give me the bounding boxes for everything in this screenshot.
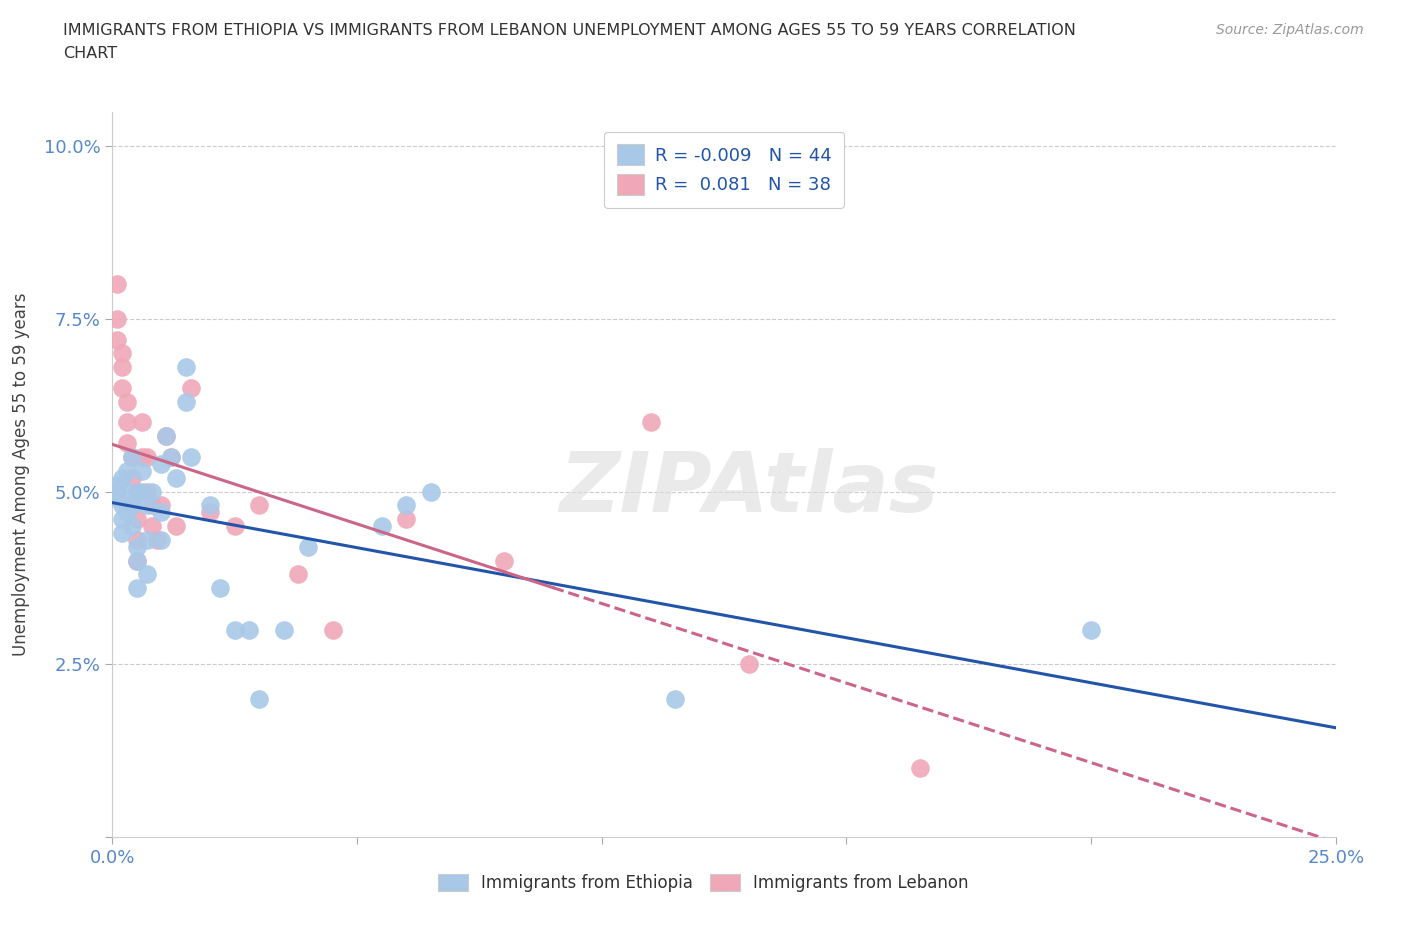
Point [121, 498, 143, 512]
Point [105, 312, 128, 326]
Point [273, 622, 295, 637]
Point [125, 539, 148, 554]
Text: Source: ZipAtlas.com: Source: ZipAtlas.com [1216, 23, 1364, 37]
Point [121, 498, 143, 512]
Point [174, 360, 197, 375]
Point [131, 449, 153, 464]
Text: CHART: CHART [63, 46, 117, 61]
Point [419, 485, 441, 499]
Point [155, 429, 177, 444]
Point [395, 512, 418, 526]
Point [131, 485, 153, 499]
Point [111, 346, 134, 361]
Point [125, 581, 148, 596]
Point [238, 622, 260, 637]
Point [115, 463, 138, 478]
Point [125, 485, 148, 499]
Point [121, 519, 143, 534]
Point [640, 415, 662, 430]
Point [111, 525, 134, 540]
Point [180, 449, 202, 464]
Point [125, 485, 148, 499]
Point [105, 277, 128, 292]
Point [111, 360, 134, 375]
Legend: R = -0.009   N = 44, R =  0.081   N = 38: R = -0.009 N = 44, R = 0.081 N = 38 [605, 131, 844, 207]
Text: IMMIGRANTS FROM ETHIOPIA VS IMMIGRANTS FROM LEBANON UNEMPLOYMENT AMONG AGES 55 T: IMMIGRANTS FROM ETHIOPIA VS IMMIGRANTS F… [63, 23, 1076, 38]
Point [247, 691, 270, 706]
Point [135, 449, 157, 464]
Point [141, 498, 163, 512]
Point [1080, 622, 1102, 637]
Point [135, 567, 157, 582]
Point [200, 505, 222, 520]
Point [160, 449, 183, 464]
Point [224, 519, 246, 534]
Point [287, 567, 309, 582]
Point [115, 436, 138, 451]
Point [141, 485, 163, 499]
Point [121, 449, 143, 464]
Point [131, 463, 153, 478]
Point [115, 394, 138, 409]
Point [664, 691, 686, 706]
Point [125, 553, 148, 568]
Point [180, 380, 202, 395]
Point [908, 761, 931, 776]
Point [150, 533, 173, 548]
Point [135, 485, 157, 499]
Point [115, 485, 138, 499]
Point [105, 477, 128, 492]
Point [209, 581, 232, 596]
Point [737, 657, 759, 671]
Point [125, 512, 148, 526]
Y-axis label: Unemployment Among Ages 55 to 59 years: Unemployment Among Ages 55 to 59 years [13, 293, 30, 656]
Point [115, 505, 138, 520]
Point [297, 539, 319, 554]
Point [395, 498, 418, 512]
Legend: Immigrants from Ethiopia, Immigrants from Lebanon: Immigrants from Ethiopia, Immigrants fro… [432, 867, 974, 898]
Point [492, 553, 515, 568]
Point [160, 449, 183, 464]
Point [111, 512, 134, 526]
Point [141, 519, 163, 534]
Point [105, 491, 128, 506]
Point [165, 471, 187, 485]
Point [165, 519, 187, 534]
Point [200, 498, 222, 512]
Text: ZIPAtlas: ZIPAtlas [558, 448, 938, 529]
Point [125, 553, 148, 568]
Point [155, 429, 177, 444]
Point [105, 485, 128, 499]
Point [150, 498, 173, 512]
Point [150, 457, 173, 472]
Point [121, 449, 143, 464]
Point [150, 505, 173, 520]
Point [121, 471, 143, 485]
Point [111, 498, 134, 512]
Point [247, 498, 270, 512]
Point [174, 394, 197, 409]
Point [131, 415, 153, 430]
Point [224, 622, 246, 637]
Point [145, 533, 167, 548]
Point [370, 519, 392, 534]
Point [322, 622, 344, 637]
Point [135, 533, 157, 548]
Point [111, 471, 134, 485]
Point [125, 533, 148, 548]
Point [115, 415, 138, 430]
Point [111, 380, 134, 395]
Point [135, 498, 157, 512]
Point [105, 332, 128, 347]
